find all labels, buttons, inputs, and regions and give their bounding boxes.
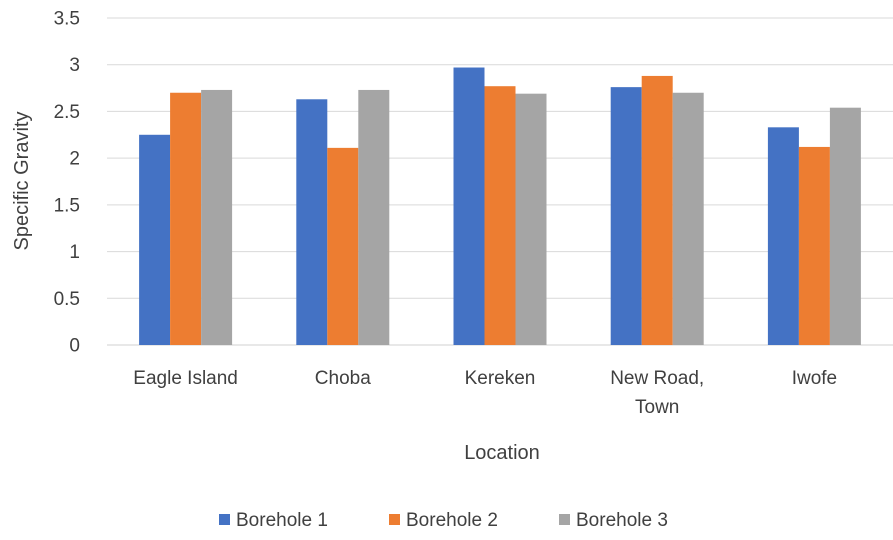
bar-borehole-2 — [327, 147, 359, 345]
legend-label: Borehole 3 — [576, 510, 668, 531]
y-axis-ticks: 0 0.5 1 1.5 2 2.5 3 3.5 — [54, 9, 80, 357]
bar-borehole-1 — [139, 134, 171, 345]
bar-borehole-1 — [610, 87, 642, 345]
y-tick-label: 3.5 — [54, 9, 80, 30]
bars — [139, 67, 861, 346]
legend-swatch — [219, 514, 230, 525]
bar-borehole-3 — [358, 89, 390, 345]
y-tick-label: 0 — [69, 336, 80, 357]
x-tick-label: Iwofe — [792, 368, 837, 389]
bar-borehole-2 — [641, 75, 673, 345]
x-axis-title: Location — [464, 442, 540, 464]
y-tick-label: 2 — [69, 149, 80, 170]
bar-borehole-1 — [296, 99, 328, 345]
bar-borehole-2 — [484, 86, 516, 346]
bar-borehole-3 — [829, 107, 861, 345]
bar-borehole-3 — [201, 89, 233, 345]
x-tick-label: Eagle Island — [133, 368, 238, 389]
bar-borehole-3 — [515, 93, 547, 345]
bar-borehole-3 — [672, 92, 704, 345]
bar-borehole-1 — [767, 127, 799, 345]
legend-label: Borehole 2 — [406, 510, 498, 531]
legend: Borehole 1 Borehole 2 Borehole 3 — [219, 510, 668, 531]
legend-swatch — [559, 514, 570, 525]
x-axis-ticks: Eagle Island Choba Kereken New Road, Town Iwo… — [133, 368, 837, 418]
x-tick-label: Kereken — [465, 368, 536, 389]
bar-borehole-2 — [798, 146, 830, 345]
y-tick-label: 1.5 — [54, 195, 80, 216]
legend-label: Borehole 1 — [236, 510, 328, 531]
x-tick-label: Choba — [315, 368, 371, 389]
y-tick-label: 3 — [69, 55, 80, 76]
y-tick-label: 1 — [69, 242, 80, 263]
legend-swatch — [389, 514, 400, 525]
x-tick-label: New Road, Town — [610, 368, 704, 418]
y-tick-label: 2.5 — [54, 102, 80, 123]
bar-borehole-2 — [170, 92, 202, 345]
y-axis-title: Specific Gravity — [11, 112, 33, 251]
bar-borehole-1 — [453, 67, 485, 345]
y-tick-label: 0.5 — [54, 289, 80, 310]
